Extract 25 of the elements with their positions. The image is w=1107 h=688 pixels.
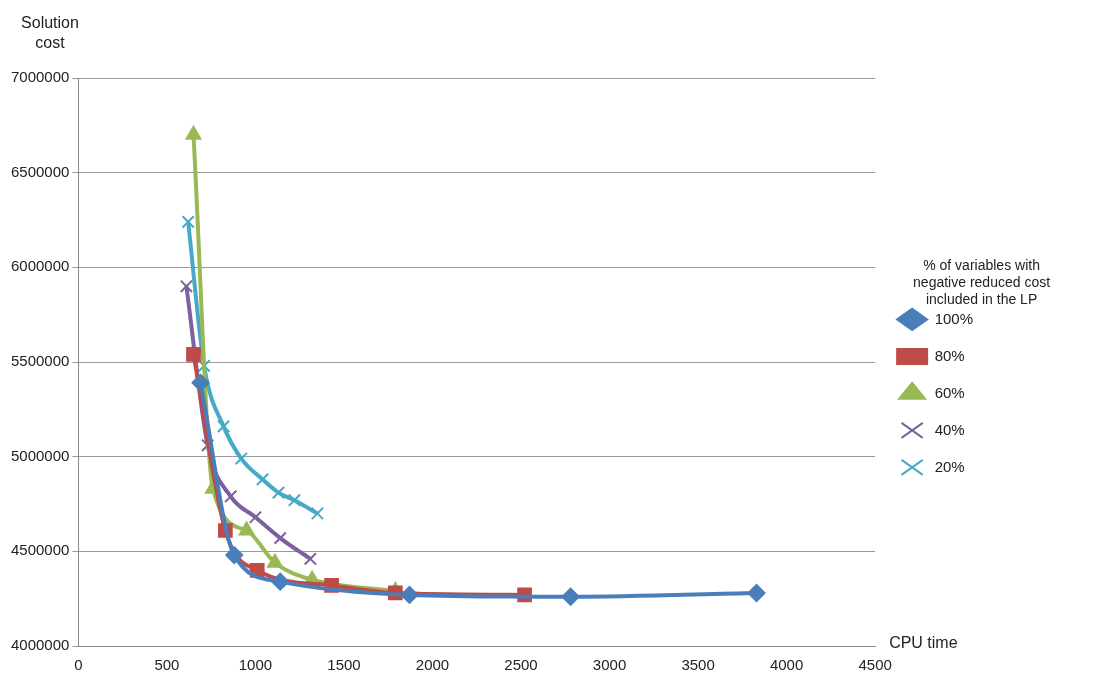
legend-label: 60% bbox=[934, 383, 1070, 401]
legend-label: 80% bbox=[934, 346, 1070, 364]
legend-title: % of variables with negative reduced cost included in the LP bbox=[913, 256, 1051, 307]
x-axis-title: CPU time bbox=[889, 634, 958, 652]
x-tick-label: 3500 bbox=[681, 656, 715, 674]
y-tick-label: 5000000 bbox=[10, 446, 70, 464]
x-tick-label: 2000 bbox=[415, 656, 450, 674]
x-tick-label: 4500 bbox=[858, 656, 892, 674]
legend-label: 20% bbox=[934, 457, 1070, 475]
x-tick-label: 3000 bbox=[592, 656, 627, 674]
y-tick-label: 7000000 bbox=[10, 68, 70, 86]
x-tick-label: 4000 bbox=[769, 656, 804, 674]
x-tick-label: 1000 bbox=[238, 656, 273, 674]
legend-label: 40% bbox=[934, 420, 1070, 438]
y-tick-label: 6500000 bbox=[10, 162, 70, 180]
x-tick-label: 0 bbox=[74, 656, 83, 674]
x-tick-label: 2500 bbox=[504, 656, 538, 674]
legend-label: 100% bbox=[934, 309, 1079, 327]
y-tick-label: 4500000 bbox=[10, 541, 70, 559]
y-tick-label: 4000000 bbox=[10, 636, 70, 654]
y-tick-label: 6000000 bbox=[10, 257, 70, 275]
y-tick-label: 5500000 bbox=[10, 352, 70, 370]
x-tick-label: 1500 bbox=[327, 656, 361, 674]
x-tick-label: 500 bbox=[154, 656, 180, 674]
y-axis-title: Solution cost bbox=[21, 14, 79, 52]
